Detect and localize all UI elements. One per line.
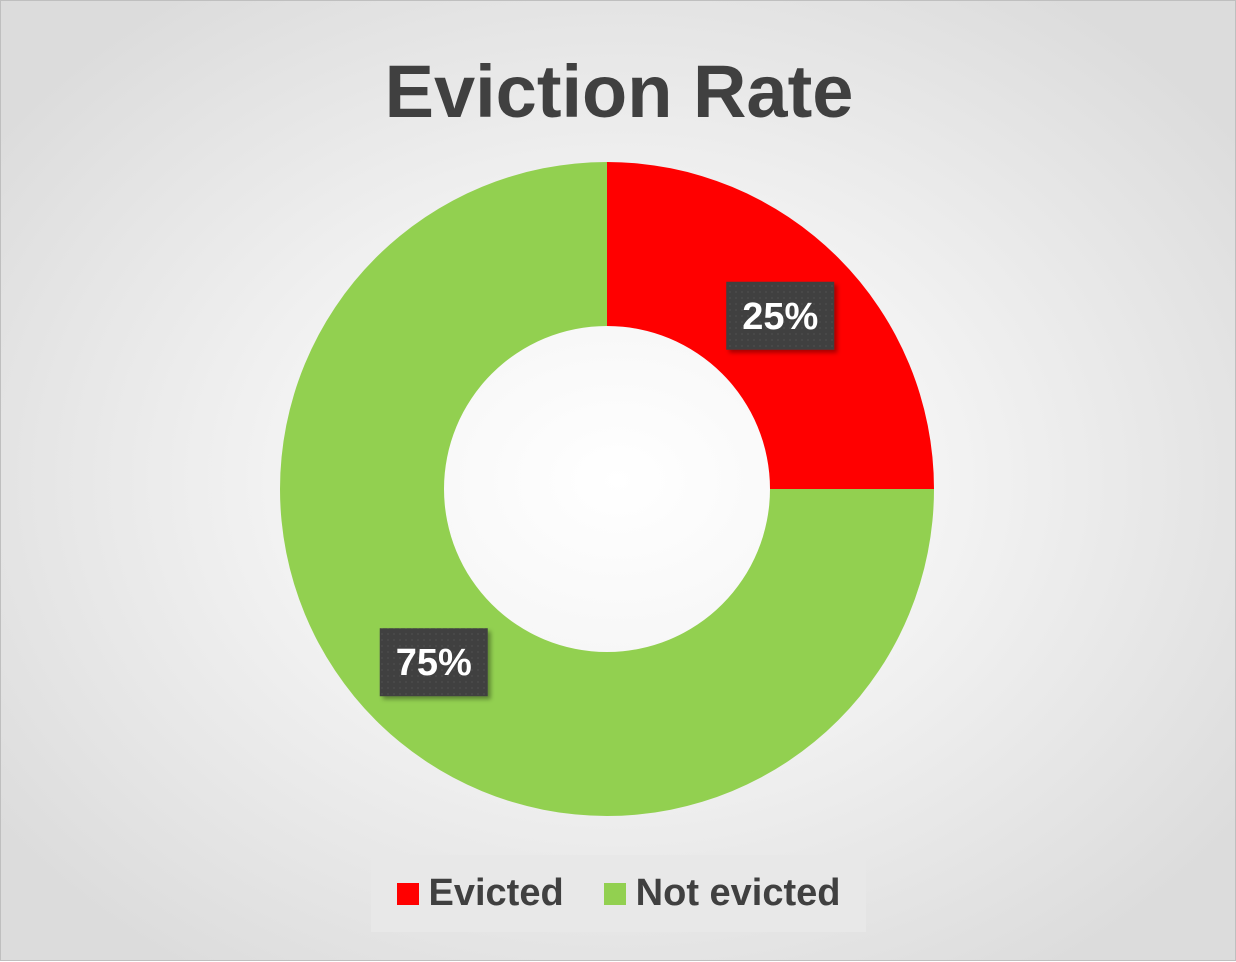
data-label-not-evicted-text: 75%	[396, 642, 472, 684]
legend-item-evicted: Evicted	[396, 872, 564, 915]
legend-label-not-evicted: Not evicted	[635, 872, 841, 914]
data-label-evicted-text: 25%	[742, 296, 818, 338]
donut-slices	[280, 162, 934, 816]
donut-data-labels: 25% 75%	[379, 281, 835, 697]
legend: Evicted Not evicted	[371, 855, 866, 932]
data-label-evicted-box	[726, 281, 835, 350]
data-label-not-evicted-box	[379, 628, 488, 697]
data-label-not-evicted: 75%	[379, 628, 488, 697]
legend-label-evicted: Evicted	[428, 872, 564, 914]
chart-title: Eviction Rate	[384, 50, 854, 133]
legend-swatch-not-evicted	[603, 882, 626, 905]
data-label-evicted: 25%	[726, 281, 835, 350]
legend-swatch-evicted	[396, 882, 419, 905]
legend-item-not-evicted: Not evicted	[603, 872, 841, 915]
